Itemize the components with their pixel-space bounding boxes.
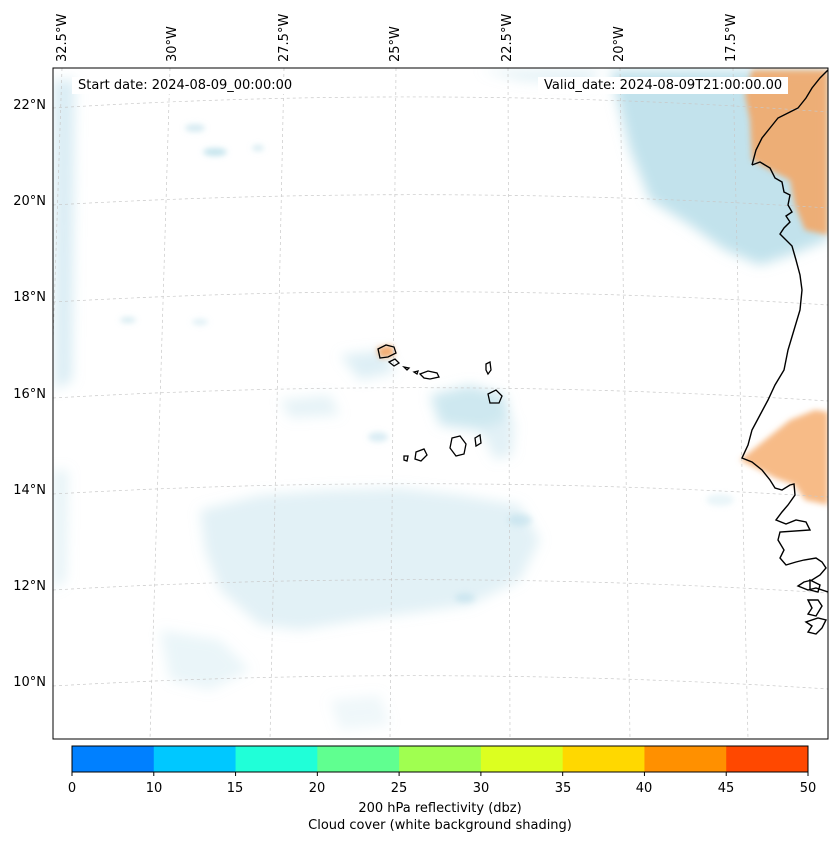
colorbar-tick-label: 45: [717, 781, 735, 796]
lat-label-22n: 22°N: [13, 98, 46, 113]
colorbar-segment: [562, 746, 645, 772]
lat-label-18n: 18°N: [13, 290, 46, 305]
colorbar-segment: [726, 746, 809, 772]
map-frame: [52, 67, 829, 740]
colorbar-tick-label: 15: [226, 781, 244, 796]
colorbar-tick-label: 25: [390, 781, 408, 796]
colorbar-segment: [317, 746, 400, 772]
colorbar-tick-label: 50: [799, 781, 817, 796]
lon-label-17-5w: 17.5°W: [724, 13, 739, 62]
colorbar-tick-label: 40: [635, 781, 653, 796]
cloud-cover-shading: [53, 70, 828, 730]
colorbar-label: 200 hPa reflectivity (dbz): [358, 801, 522, 816]
lat-label-10n: 10°N: [13, 675, 46, 690]
map-area: [53, 68, 828, 739]
colorbar-tick-label: 0: [67, 781, 77, 796]
colorbar-segment: [235, 746, 318, 772]
lon-label-27-5w: 27.5°W: [277, 13, 292, 62]
coastline: [741, 69, 828, 635]
lon-label-22-5w: 22.5°W: [500, 13, 515, 62]
colorbar-tick-label: 20: [308, 781, 326, 796]
colorbar-segment: [72, 746, 155, 772]
lat-label-16n: 16°N: [13, 387, 46, 402]
colorbar: [71, 745, 809, 776]
lat-label-12n: 12°N: [13, 579, 46, 594]
lon-label-20w: 20°W: [612, 26, 627, 62]
colorbar-tick-label: 35: [554, 781, 572, 796]
lon-label-30w: 30°W: [165, 26, 180, 62]
lat-label-20n: 20°N: [13, 194, 46, 209]
reflectivity-shading: [377, 70, 828, 505]
colorbar-segment: [480, 746, 564, 772]
cloud-streaks: [120, 124, 734, 603]
lon-label-25w: 25°W: [388, 26, 403, 62]
cape-verde-islands: [377, 344, 503, 462]
lon-label-32-5w: 32.5°W: [55, 13, 70, 62]
start-date-label: Start date: 2024-08-09_00:00:00: [72, 77, 299, 94]
colorbar-segment: [399, 746, 482, 772]
graticule: [53, 68, 828, 739]
colorbar-tick-label: 30: [472, 781, 490, 796]
colorbar-tick-label: 10: [145, 781, 163, 796]
valid-date-label: Valid_date: 2024-08-09T21:00:00.00: [538, 77, 789, 94]
colorbar-segment: [644, 746, 727, 772]
colorbar-sublabel: Cloud cover (white background shading): [308, 818, 572, 833]
colorbar-frame: [71, 745, 809, 773]
colorbar-segment: [153, 746, 237, 772]
lat-label-14n: 14°N: [13, 483, 46, 498]
